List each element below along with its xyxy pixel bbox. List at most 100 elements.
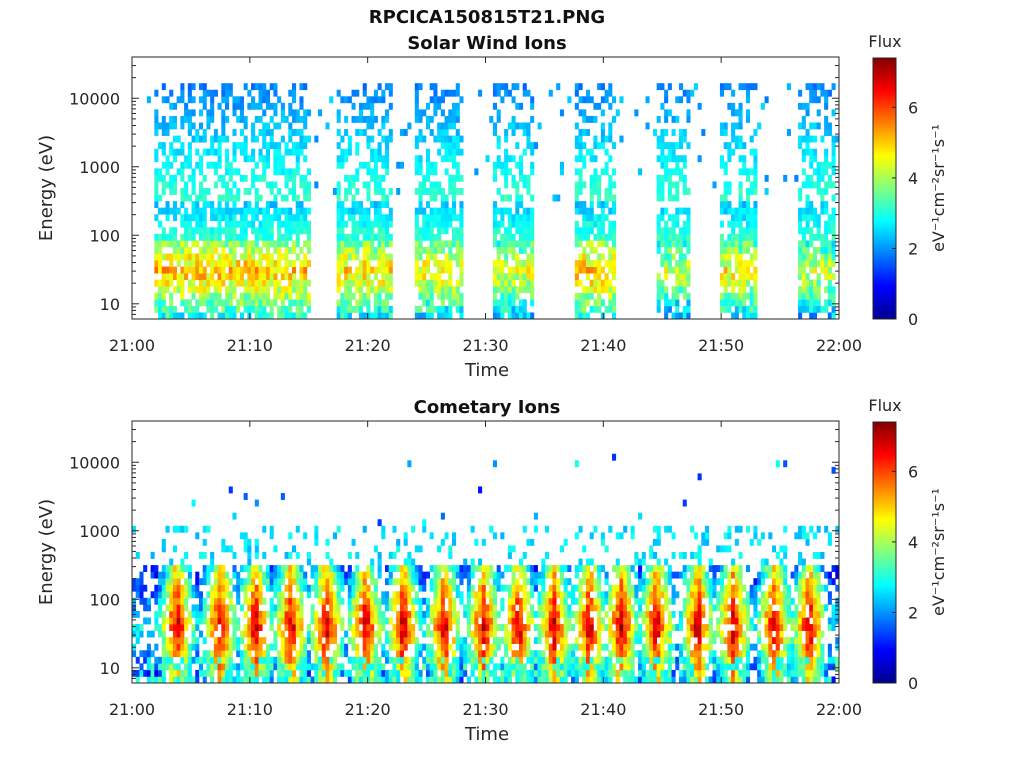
heatmap-cell — [515, 240, 520, 248]
heatmap-cell — [742, 155, 747, 163]
heatmap-cell — [816, 220, 821, 228]
heatmap-cell — [422, 571, 427, 579]
heatmap-cell — [362, 584, 367, 592]
heatmap-cell — [407, 558, 412, 566]
heatmap-cell — [440, 512, 445, 520]
heatmap-cell — [165, 305, 170, 313]
heatmap-cell — [373, 299, 378, 307]
heatmap-cell — [425, 663, 431, 671]
heatmap-cell — [667, 168, 672, 176]
heatmap-cell — [578, 591, 583, 599]
heatmap-cell — [228, 591, 233, 599]
heatmap-cell — [254, 214, 259, 222]
heatmap-cell — [809, 240, 814, 248]
heatmap-cell — [254, 174, 259, 182]
heatmap-cell — [236, 643, 241, 651]
heatmap-cell — [280, 643, 285, 651]
heatmap-cell — [425, 148, 431, 156]
heatmap-cell — [265, 279, 271, 287]
heatmap-cell — [280, 604, 285, 612]
heatmap-cell — [280, 240, 285, 248]
heatmap-cell — [325, 624, 330, 631]
heatmap-cell — [154, 597, 159, 605]
heatmap-cell — [172, 676, 177, 684]
heatmap-cell — [440, 624, 445, 631]
heatmap-cell — [437, 96, 442, 104]
heatmap-cell — [749, 135, 754, 143]
heatmap-cell — [236, 188, 241, 195]
heatmap-cell — [388, 643, 393, 651]
heatmap-cell — [388, 240, 393, 248]
heatmap-cell — [634, 617, 639, 625]
heatmap-cell — [578, 142, 583, 150]
heatmap-cell — [597, 637, 602, 645]
heatmap-cell — [511, 637, 516, 645]
heatmap-cell — [820, 194, 825, 202]
heatmap-cell — [742, 279, 747, 287]
heatmap-cell — [299, 83, 304, 91]
heatmap-cell — [184, 115, 189, 123]
heatmap-cell — [370, 122, 375, 130]
heatmap-cell — [396, 538, 401, 546]
heatmap-cell — [444, 260, 449, 267]
heatmap-cell — [198, 279, 204, 287]
heatmap-cell — [318, 643, 323, 651]
heatmap-cell — [184, 578, 189, 586]
heatmap-cell — [448, 135, 453, 143]
heatmap-cell — [686, 115, 691, 123]
heatmap-cell — [682, 312, 687, 320]
heatmap-cell — [206, 201, 211, 208]
heatmap-cell — [269, 571, 274, 579]
heatmap-cell — [303, 578, 308, 586]
heatmap-cell — [370, 650, 375, 658]
heatmap-cell — [198, 630, 204, 638]
heatmap-cell — [753, 299, 758, 307]
heatmap-cell — [340, 624, 345, 631]
heatmap-cell — [277, 597, 282, 605]
heatmap-cell — [217, 571, 222, 579]
heatmap-cell — [511, 656, 516, 664]
heatmap-cell — [258, 246, 263, 254]
heatmap-cell — [757, 122, 762, 130]
heatmap-cell — [321, 650, 326, 658]
heatmap-cell — [351, 220, 356, 228]
heatmap-cell — [385, 227, 390, 235]
heatmap-cell — [385, 161, 390, 169]
heatmap-cell — [522, 129, 527, 136]
heatmap-cell — [221, 630, 226, 638]
heatmap-cell — [396, 643, 401, 651]
heatmap-cell — [478, 624, 483, 631]
heatmap-cell — [533, 676, 538, 684]
heatmap-cell — [269, 669, 274, 677]
heatmap-cell — [239, 148, 244, 156]
heatmap-cell — [585, 260, 591, 267]
heatmap-cell — [522, 233, 527, 241]
heatmap-cell — [507, 669, 512, 677]
heatmap-cell — [831, 142, 836, 150]
heatmap-cell — [236, 584, 241, 592]
heatmap-cell — [265, 233, 271, 241]
heatmap-cell — [537, 656, 542, 664]
heatmap-cell — [243, 624, 248, 631]
heatmap-cell — [236, 650, 241, 658]
heatmap-cell — [344, 669, 349, 677]
heatmap-cell — [191, 174, 196, 182]
heatmap-cell — [455, 89, 460, 97]
heatmap-cell — [545, 552, 550, 559]
heatmap-cell — [396, 624, 401, 631]
heatmap-cell — [574, 207, 579, 215]
heatmap-cell — [210, 246, 215, 254]
heatmap-cell — [172, 102, 177, 110]
heatmap-cell — [344, 148, 349, 156]
heatmap-cell — [425, 650, 431, 658]
heatmap-cell — [158, 168, 163, 176]
heatmap-cell — [195, 604, 200, 612]
heatmap-cell — [593, 604, 598, 612]
heatmap-cell — [288, 650, 293, 658]
heatmap-cell — [251, 220, 256, 228]
heatmap-cell — [574, 571, 579, 579]
heatmap-cell — [440, 227, 445, 235]
heatmap-cell — [452, 571, 457, 579]
heatmap-cell — [373, 214, 378, 222]
heatmap-cell — [388, 604, 393, 612]
